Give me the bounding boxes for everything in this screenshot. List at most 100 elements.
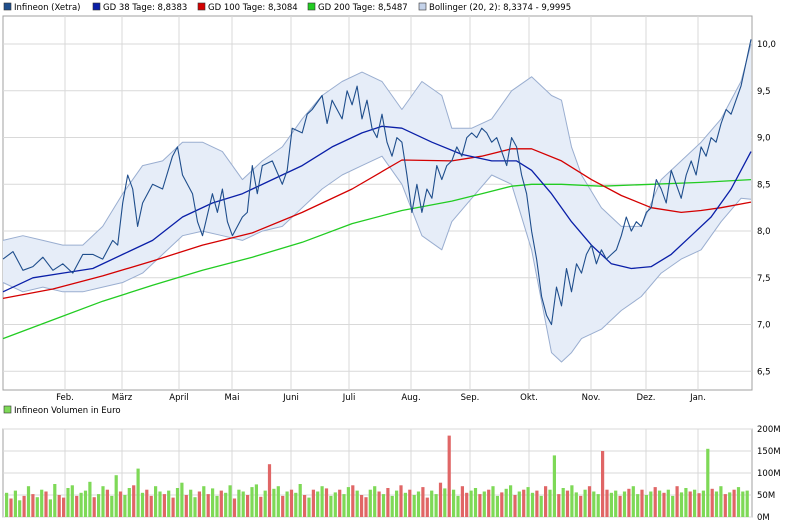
volume-y-tick-label: 50M xyxy=(757,491,775,501)
price-y-axis: 6,5 7,0 7,5 8,0 8,5 9,0 9,5 10,0 xyxy=(757,40,776,377)
volume-bar xyxy=(509,485,513,517)
volume-bar xyxy=(627,488,631,517)
volume-bar xyxy=(631,486,635,517)
volume-bar xyxy=(79,492,83,517)
volume-bar xyxy=(460,486,464,517)
volume-bar xyxy=(272,488,276,517)
price-y-tick-label: 6,5 xyxy=(757,367,771,377)
volume-bar xyxy=(710,488,714,517)
volume-bar xyxy=(215,495,219,517)
volume-bar xyxy=(101,486,105,517)
volume-bar xyxy=(679,492,684,517)
price-x-tick-label: März xyxy=(112,393,133,403)
volume-bar xyxy=(228,485,232,517)
volume-bar xyxy=(425,497,429,517)
volume-panel: 0M 50M 100M 150M 200M xyxy=(2,425,781,523)
volume-bar xyxy=(579,495,583,517)
volume-bar xyxy=(688,491,692,517)
price-y-tick-label: 7,0 xyxy=(757,321,771,331)
volume-bar xyxy=(307,497,311,517)
legend-price: Infineon (Xetra) xyxy=(14,3,81,13)
volume-bar xyxy=(557,494,561,517)
volume-bar xyxy=(465,492,469,517)
legend-bollinger: Bollinger (20, 2): 8,3374 - 9,9995 xyxy=(429,3,571,13)
volume-bar xyxy=(254,484,258,517)
volume-bar xyxy=(373,486,377,517)
volume-bar xyxy=(162,494,166,517)
volume-bar xyxy=(360,495,364,517)
volume-bar xyxy=(736,487,741,517)
volume-bar xyxy=(18,500,22,517)
volume-bar xyxy=(408,489,412,517)
gd38-line xyxy=(2,125,752,293)
volume-bar xyxy=(666,489,670,517)
volume-bar xyxy=(438,482,443,517)
volume-bar xyxy=(653,487,657,517)
volume-bar xyxy=(167,490,171,517)
volume-y-tick-label: 0M xyxy=(757,513,770,523)
volume-bar xyxy=(561,488,565,517)
price-y-tick-label: 7,5 xyxy=(757,274,771,284)
volume-bar xyxy=(565,490,570,517)
volume-bar xyxy=(285,491,289,517)
volume-bar xyxy=(110,495,114,517)
volume-bar xyxy=(92,497,96,517)
volume-bar xyxy=(390,495,394,517)
volume-bar xyxy=(26,486,31,517)
volume-bar xyxy=(693,489,697,517)
volume-bar xyxy=(316,491,320,517)
volume-bar xyxy=(346,487,350,517)
volume-bar xyxy=(522,489,526,517)
volume-bar xyxy=(456,495,460,517)
volume-bar xyxy=(118,491,123,517)
legend-gd38: GD 38 Tage: 8,8383 xyxy=(103,3,187,13)
volume-bar xyxy=(62,497,66,517)
volume-bar xyxy=(583,489,587,517)
volume-bar xyxy=(22,495,26,517)
volume-bar xyxy=(5,492,9,517)
volume-bar xyxy=(416,491,421,517)
volume-bar xyxy=(500,492,504,517)
volume-bar xyxy=(381,494,386,517)
volume-bar xyxy=(469,490,473,517)
volume-bar xyxy=(719,486,723,517)
volume-bar xyxy=(513,495,517,517)
volume-bar xyxy=(658,490,662,517)
volume-bar xyxy=(189,489,193,517)
volume-bar xyxy=(701,490,705,517)
volume-bar xyxy=(447,435,451,517)
volume-bar xyxy=(13,490,17,517)
legend-gd100: GD 100 Tage: 8,3084 xyxy=(208,3,298,13)
volume-bar xyxy=(267,464,272,517)
volume-y-axis: 0M 50M 100M 150M 200M xyxy=(757,425,781,523)
volume-bar xyxy=(193,497,197,517)
volume-bar xyxy=(276,486,280,517)
volume-bar xyxy=(478,494,482,517)
price-y-tick-label: 8,0 xyxy=(757,227,771,237)
volume-bar xyxy=(83,490,88,517)
volume-bar xyxy=(741,491,745,517)
volume-bar xyxy=(145,489,149,517)
volume-bar xyxy=(338,489,342,517)
price-x-tick-label: Okt. xyxy=(520,393,538,403)
volume-bar xyxy=(180,482,184,517)
volume-bar xyxy=(403,492,407,517)
price-x-tick-label: Dez. xyxy=(637,393,656,403)
gd100-line xyxy=(2,148,752,300)
volume-bar xyxy=(298,484,302,517)
volume-bar xyxy=(66,488,70,517)
volume-bar xyxy=(219,490,223,517)
volume-bar xyxy=(377,491,381,517)
volume-bar xyxy=(548,489,552,517)
volume-bar xyxy=(324,488,329,517)
volume-bar xyxy=(289,489,294,517)
volume-bar xyxy=(714,491,719,517)
volume-bar xyxy=(75,495,79,517)
volume-bar xyxy=(544,486,548,517)
volume-bar xyxy=(70,485,74,517)
volume-bar xyxy=(487,489,491,517)
legend-volume: Infineon Volumen in Euro xyxy=(14,406,121,416)
volume-y-tick-label: 150M xyxy=(757,447,781,457)
volume-bar xyxy=(609,492,613,517)
volume-bar xyxy=(97,494,101,517)
